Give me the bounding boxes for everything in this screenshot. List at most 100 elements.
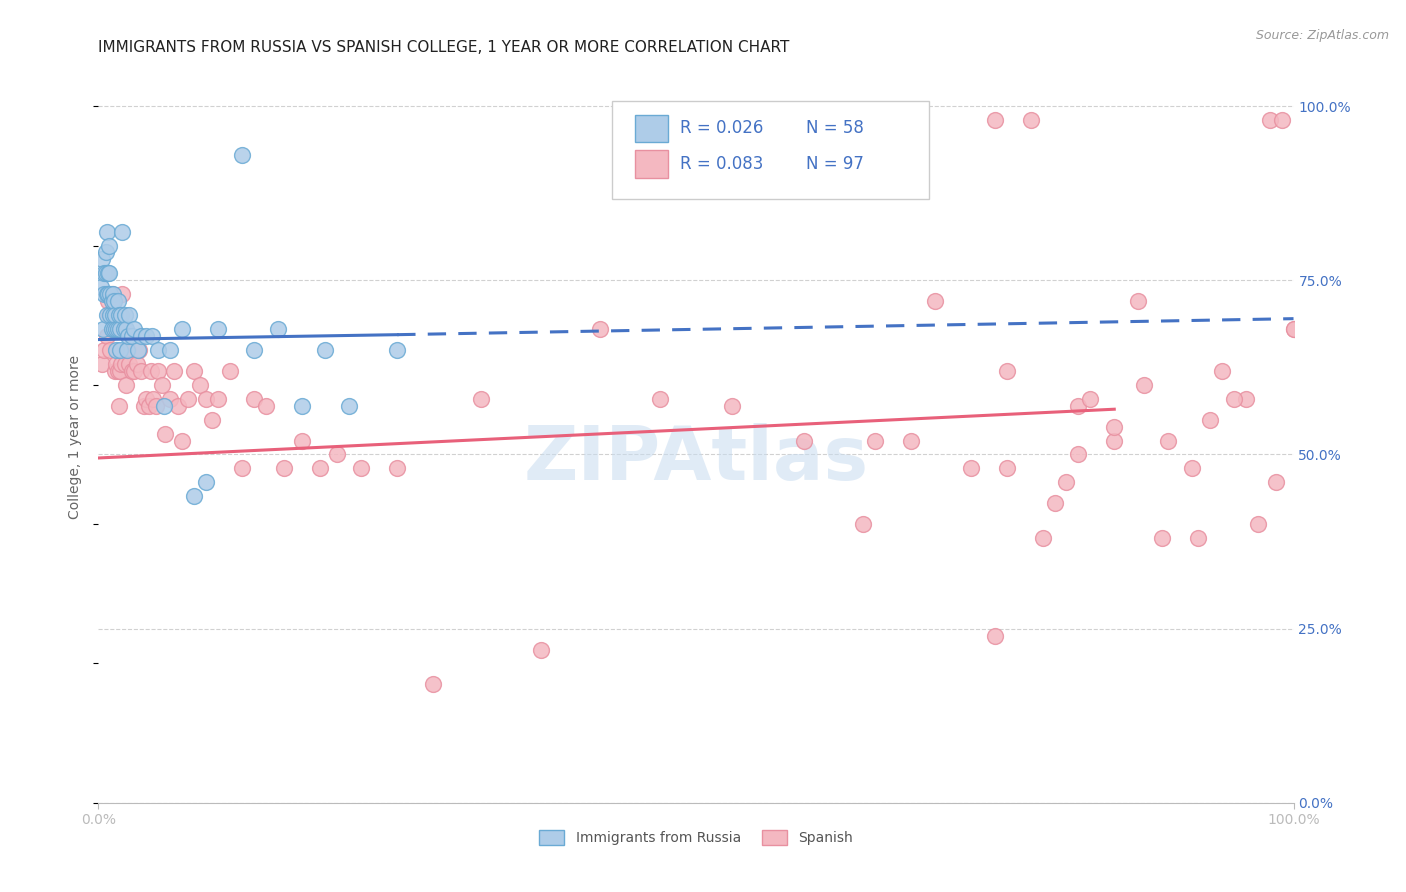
Point bbox=[105, 322, 128, 336]
Point bbox=[852, 517, 875, 532]
Point bbox=[231, 148, 253, 162]
Point bbox=[900, 434, 922, 448]
Point bbox=[1199, 412, 1222, 426]
Point bbox=[135, 329, 157, 343]
Point bbox=[315, 343, 337, 357]
Point bbox=[124, 364, 146, 378]
Point bbox=[530, 642, 553, 657]
Point bbox=[135, 392, 157, 406]
Point bbox=[924, 294, 946, 309]
Point bbox=[1282, 322, 1305, 336]
Point bbox=[107, 294, 129, 309]
Point bbox=[243, 392, 266, 406]
Point bbox=[984, 629, 1007, 643]
Point bbox=[1271, 113, 1294, 128]
Text: N = 58: N = 58 bbox=[806, 120, 863, 137]
Point bbox=[172, 434, 194, 448]
Point bbox=[1104, 419, 1126, 434]
Point bbox=[98, 238, 121, 252]
Point bbox=[98, 287, 122, 301]
Point bbox=[1133, 377, 1156, 392]
Point bbox=[94, 245, 117, 260]
Point bbox=[93, 266, 115, 280]
Point bbox=[1043, 496, 1066, 510]
Point bbox=[172, 322, 194, 336]
Text: N = 97: N = 97 bbox=[806, 155, 863, 173]
Point bbox=[91, 322, 114, 336]
Point bbox=[105, 357, 128, 371]
FancyBboxPatch shape bbox=[636, 151, 668, 178]
Point bbox=[138, 399, 160, 413]
Point bbox=[159, 392, 181, 406]
Text: R = 0.026: R = 0.026 bbox=[681, 120, 763, 137]
Point bbox=[148, 343, 170, 357]
Point bbox=[1247, 517, 1270, 532]
Point bbox=[148, 364, 170, 378]
Point bbox=[159, 343, 181, 357]
Point bbox=[1234, 392, 1257, 406]
Point bbox=[117, 343, 139, 357]
Point bbox=[115, 377, 138, 392]
FancyBboxPatch shape bbox=[613, 101, 929, 200]
Point bbox=[107, 364, 129, 378]
Point bbox=[648, 392, 672, 406]
Point bbox=[984, 113, 1007, 128]
Y-axis label: College, 1 year or more: College, 1 year or more bbox=[69, 355, 83, 519]
Point bbox=[111, 287, 134, 301]
Point bbox=[131, 364, 153, 378]
Point bbox=[118, 308, 141, 322]
Point bbox=[1067, 399, 1090, 413]
Text: R = 0.083: R = 0.083 bbox=[681, 155, 763, 173]
Point bbox=[98, 308, 122, 322]
Text: IMMIGRANTS FROM RUSSIA VS SPANISH COLLEGE, 1 YEAR OR MORE CORRELATION CHART: IMMIGRANTS FROM RUSSIA VS SPANISH COLLEG… bbox=[98, 40, 790, 55]
Point bbox=[91, 252, 114, 267]
Point bbox=[98, 266, 121, 280]
Point bbox=[100, 294, 122, 309]
Legend: Immigrants from Russia, Spanish: Immigrants from Russia, Spanish bbox=[534, 825, 858, 851]
Point bbox=[121, 364, 143, 378]
Point bbox=[100, 287, 122, 301]
Point bbox=[101, 287, 124, 301]
Point bbox=[103, 322, 125, 336]
Point bbox=[98, 343, 122, 357]
Point bbox=[111, 225, 134, 239]
Point bbox=[128, 343, 150, 357]
Point bbox=[110, 308, 132, 322]
Point bbox=[131, 329, 153, 343]
Point bbox=[139, 364, 162, 378]
Point bbox=[201, 412, 224, 426]
Point bbox=[995, 461, 1018, 475]
Point bbox=[153, 399, 176, 413]
Point bbox=[108, 322, 131, 336]
Point bbox=[195, 475, 218, 490]
Point bbox=[90, 280, 112, 294]
Point bbox=[97, 266, 120, 280]
Point bbox=[267, 322, 290, 336]
Point bbox=[108, 364, 131, 378]
Point bbox=[422, 677, 444, 691]
Point bbox=[93, 287, 115, 301]
Point bbox=[589, 322, 612, 336]
Point bbox=[96, 308, 118, 322]
Point bbox=[188, 377, 211, 392]
Point bbox=[1223, 392, 1246, 406]
Point bbox=[1282, 322, 1305, 336]
Point bbox=[1181, 461, 1204, 475]
Point bbox=[1067, 448, 1090, 462]
Point bbox=[995, 364, 1018, 378]
Point bbox=[103, 322, 125, 336]
Point bbox=[1019, 113, 1042, 128]
Point bbox=[150, 377, 173, 392]
Point bbox=[93, 343, 115, 357]
Point bbox=[207, 322, 229, 336]
Point bbox=[177, 392, 200, 406]
Point bbox=[385, 461, 409, 475]
Point bbox=[104, 364, 127, 378]
Point bbox=[115, 343, 138, 357]
Point bbox=[385, 343, 409, 357]
FancyBboxPatch shape bbox=[636, 114, 668, 143]
Point bbox=[1152, 531, 1174, 545]
Point bbox=[103, 294, 125, 309]
Point bbox=[125, 357, 148, 371]
Point bbox=[1080, 392, 1102, 406]
